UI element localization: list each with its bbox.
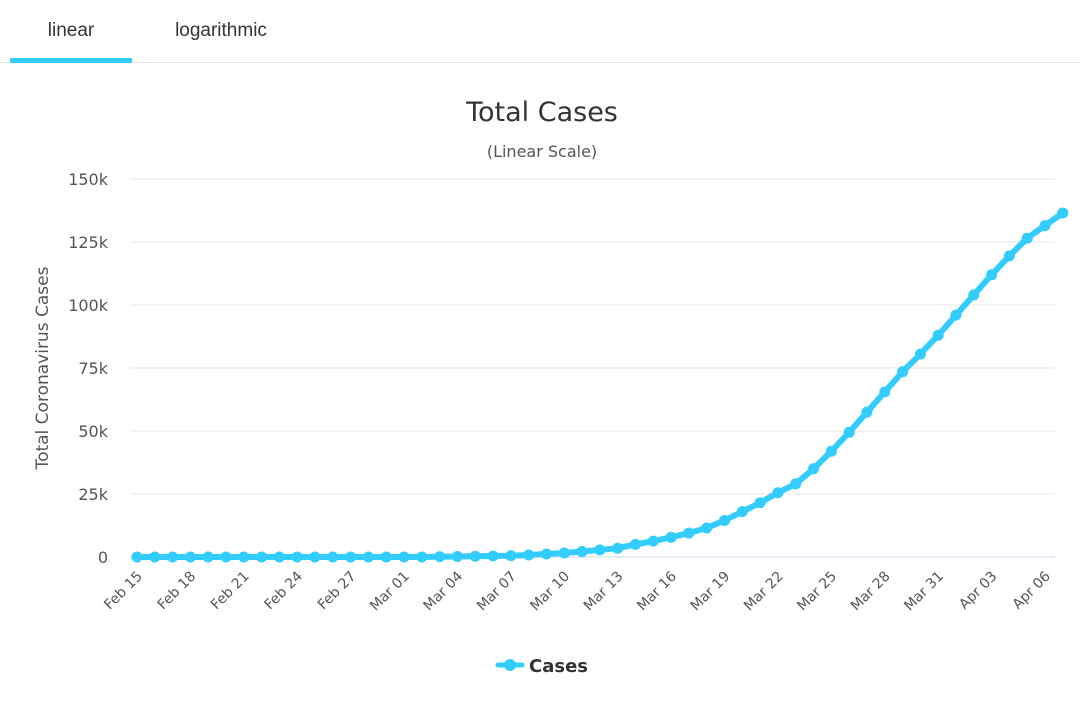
data-point[interactable] xyxy=(986,269,998,281)
data-point[interactable] xyxy=(416,551,428,563)
x-tick-label: Feb 27 xyxy=(315,569,360,614)
data-point[interactable] xyxy=(558,547,570,559)
data-point[interactable] xyxy=(932,329,944,341)
x-tick-label: Mar 01 xyxy=(367,569,413,615)
data-point[interactable] xyxy=(683,527,695,539)
series-cases xyxy=(131,207,1069,563)
data-point[interactable] xyxy=(843,426,855,438)
data-point[interactable] xyxy=(612,542,624,554)
data-point[interactable] xyxy=(505,550,517,562)
chart-subtitle: (Linear Scale) xyxy=(487,142,597,161)
data-point[interactable] xyxy=(861,406,873,418)
data-point[interactable] xyxy=(149,551,161,563)
y-axis-ticks: 0 25k 50k 75k 100k 125k 150k xyxy=(68,170,109,567)
tab-linear[interactable]: linear xyxy=(47,20,95,41)
data-point[interactable] xyxy=(1057,207,1069,219)
grid-lines xyxy=(130,178,1055,558)
data-point[interactable] xyxy=(541,548,552,560)
data-point[interactable] xyxy=(327,551,339,563)
active-tab-indicator xyxy=(10,58,132,63)
y-tick-label: 0 xyxy=(98,548,108,567)
x-tick-label: Feb 18 xyxy=(155,569,200,614)
data-point[interactable] xyxy=(273,551,285,563)
legend-label-cases[interactable]: Cases xyxy=(529,656,588,677)
data-point[interactable] xyxy=(665,531,677,543)
data-point[interactable] xyxy=(398,551,410,563)
data-point[interactable] xyxy=(380,551,392,563)
data-point[interactable] xyxy=(736,506,748,518)
data-point[interactable] xyxy=(754,497,766,509)
y-tick-label: 75k xyxy=(78,359,108,378)
data-point[interactable] xyxy=(968,289,980,301)
x-tick-label: Mar 16 xyxy=(634,568,680,614)
data-point[interactable] xyxy=(131,551,143,563)
data-point[interactable] xyxy=(487,550,499,562)
data-point[interactable] xyxy=(238,551,250,563)
data-point[interactable] xyxy=(719,515,730,526)
data-point[interactable] xyxy=(879,386,891,398)
y-tick-label: 125k xyxy=(68,233,109,252)
data-point[interactable] xyxy=(1039,220,1051,232)
data-point[interactable] xyxy=(469,550,481,562)
y-tick-label: 25k xyxy=(78,485,108,504)
x-tick-label: Mar 04 xyxy=(421,568,467,614)
data-point[interactable] xyxy=(808,463,819,475)
legend-marker xyxy=(504,659,516,671)
x-axis-ticks: Feb 15 Feb 18 Feb 21 Feb 24 Feb 27 Mar 01 Mar … xyxy=(101,568,1054,614)
y-tick-label: 50k xyxy=(78,422,108,441)
data-point[interactable] xyxy=(309,551,321,563)
data-point[interactable] xyxy=(345,551,357,563)
x-tick-label: Mar 07 xyxy=(474,569,520,615)
data-point[interactable] xyxy=(202,551,214,563)
data-point[interactable] xyxy=(950,309,962,321)
data-point[interactable] xyxy=(291,551,303,563)
data-point[interactable] xyxy=(363,551,374,563)
scale-tabs: linear logarithmic xyxy=(0,0,1080,63)
x-tick-label: Mar 28 xyxy=(848,569,894,615)
y-tick-label: 150k xyxy=(68,170,109,189)
tab-logarithmic[interactable]: logarithmic xyxy=(175,20,267,41)
series-line-cases xyxy=(134,210,1066,560)
data-point[interactable] xyxy=(825,445,837,457)
legend[interactable]: Cases xyxy=(495,656,588,677)
x-tick-label: Mar 19 xyxy=(688,569,734,615)
x-tick-label: Feb 24 xyxy=(261,568,306,613)
data-point[interactable] xyxy=(630,538,641,550)
data-point[interactable] xyxy=(594,544,606,556)
data-point[interactable] xyxy=(790,478,802,490)
x-tick-label: Mar 13 xyxy=(581,569,627,615)
x-tick-label: Mar 31 xyxy=(901,569,947,615)
data-point[interactable] xyxy=(1021,232,1033,244)
data-point[interactable] xyxy=(701,522,713,534)
x-tick-label: Apr 06 xyxy=(1010,568,1054,612)
x-tick-label: Mar 22 xyxy=(741,569,787,615)
data-point[interactable] xyxy=(256,551,268,563)
x-tick-label: Mar 10 xyxy=(527,569,573,615)
data-point[interactable] xyxy=(434,551,446,563)
data-point[interactable] xyxy=(523,549,535,561)
data-point[interactable] xyxy=(772,487,784,499)
data-point[interactable] xyxy=(184,551,196,563)
chart-title: Total Cases xyxy=(465,97,618,128)
data-point[interactable] xyxy=(897,366,909,378)
data-point[interactable] xyxy=(1003,250,1015,262)
x-tick-label: Apr 03 xyxy=(956,569,1000,613)
data-point[interactable] xyxy=(576,546,588,557)
data-point[interactable] xyxy=(914,348,926,360)
data-point[interactable] xyxy=(452,551,463,562)
y-tick-label: 100k xyxy=(68,296,109,315)
total-cases-chart: Total Cases (Linear Scale) Total Coronav… xyxy=(33,97,1069,677)
data-point[interactable] xyxy=(647,535,659,547)
data-point[interactable] xyxy=(220,551,232,563)
x-tick-label: Feb 21 xyxy=(208,569,253,614)
x-tick-label: Feb 15 xyxy=(101,569,146,614)
y-axis-label: Total Coronavirus Cases xyxy=(33,266,53,470)
data-point[interactable] xyxy=(167,551,179,563)
x-tick-label: Mar 25 xyxy=(794,569,840,615)
